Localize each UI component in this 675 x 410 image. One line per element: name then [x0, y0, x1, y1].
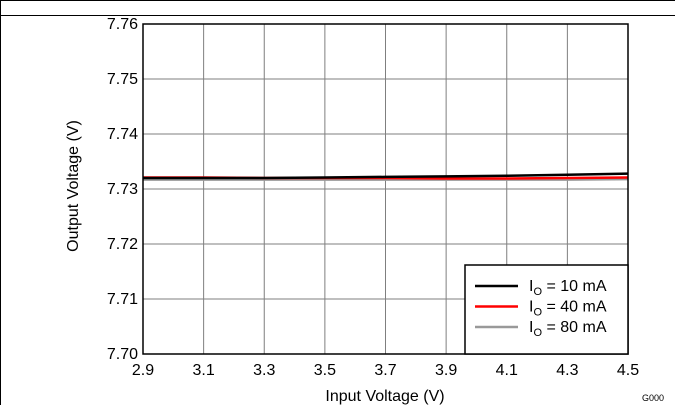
y-tick-labels: 7.70 7.71 7.72 7.73 7.74 7.75 7.76: [107, 16, 138, 363]
x-tick-label: 2.9: [132, 362, 154, 379]
plot-area-border: [142, 23, 629, 355]
y-tick-label: 7.73: [107, 181, 138, 198]
x-tick-label: 3.1: [193, 362, 215, 379]
y-tick-label: 7.75: [107, 71, 138, 88]
y-axis-label: Output Voltage (V): [65, 120, 82, 252]
x-tick-label: 3.9: [435, 362, 457, 379]
x-tick-labels: 2.9 3.1 3.3 3.5 3.7 3.9 4.1 4.3 4.5: [132, 362, 639, 379]
x-tick-label: 4.5: [617, 362, 639, 379]
y-tick-label: 7.70: [107, 346, 138, 363]
y-tick-label: 7.71: [107, 291, 138, 308]
legend-label: IO = 40 mA: [529, 299, 607, 319]
series-line: [143, 177, 629, 181]
figure-id-label: G000: [642, 393, 664, 403]
series-lines: [143, 172, 629, 181]
x-axis-label: Input Voltage (V): [325, 388, 444, 405]
x-tick-label: 3.3: [253, 362, 275, 379]
x-tick-label: 3.5: [314, 362, 336, 379]
y-tick-label: 7.74: [107, 126, 138, 143]
x-tick-label: 4.3: [556, 362, 578, 379]
legend-label: IO = 80 mA: [529, 319, 607, 339]
x-tick-label: 3.7: [374, 362, 396, 379]
y-tick-label: 7.72: [107, 236, 138, 253]
legend-box: [464, 264, 629, 355]
legend-label: IO = 10 mA: [529, 278, 607, 298]
y-tick-label: 7.76: [107, 16, 138, 33]
x-tick-label: 4.1: [496, 362, 518, 379]
series-line: [143, 172, 629, 180]
